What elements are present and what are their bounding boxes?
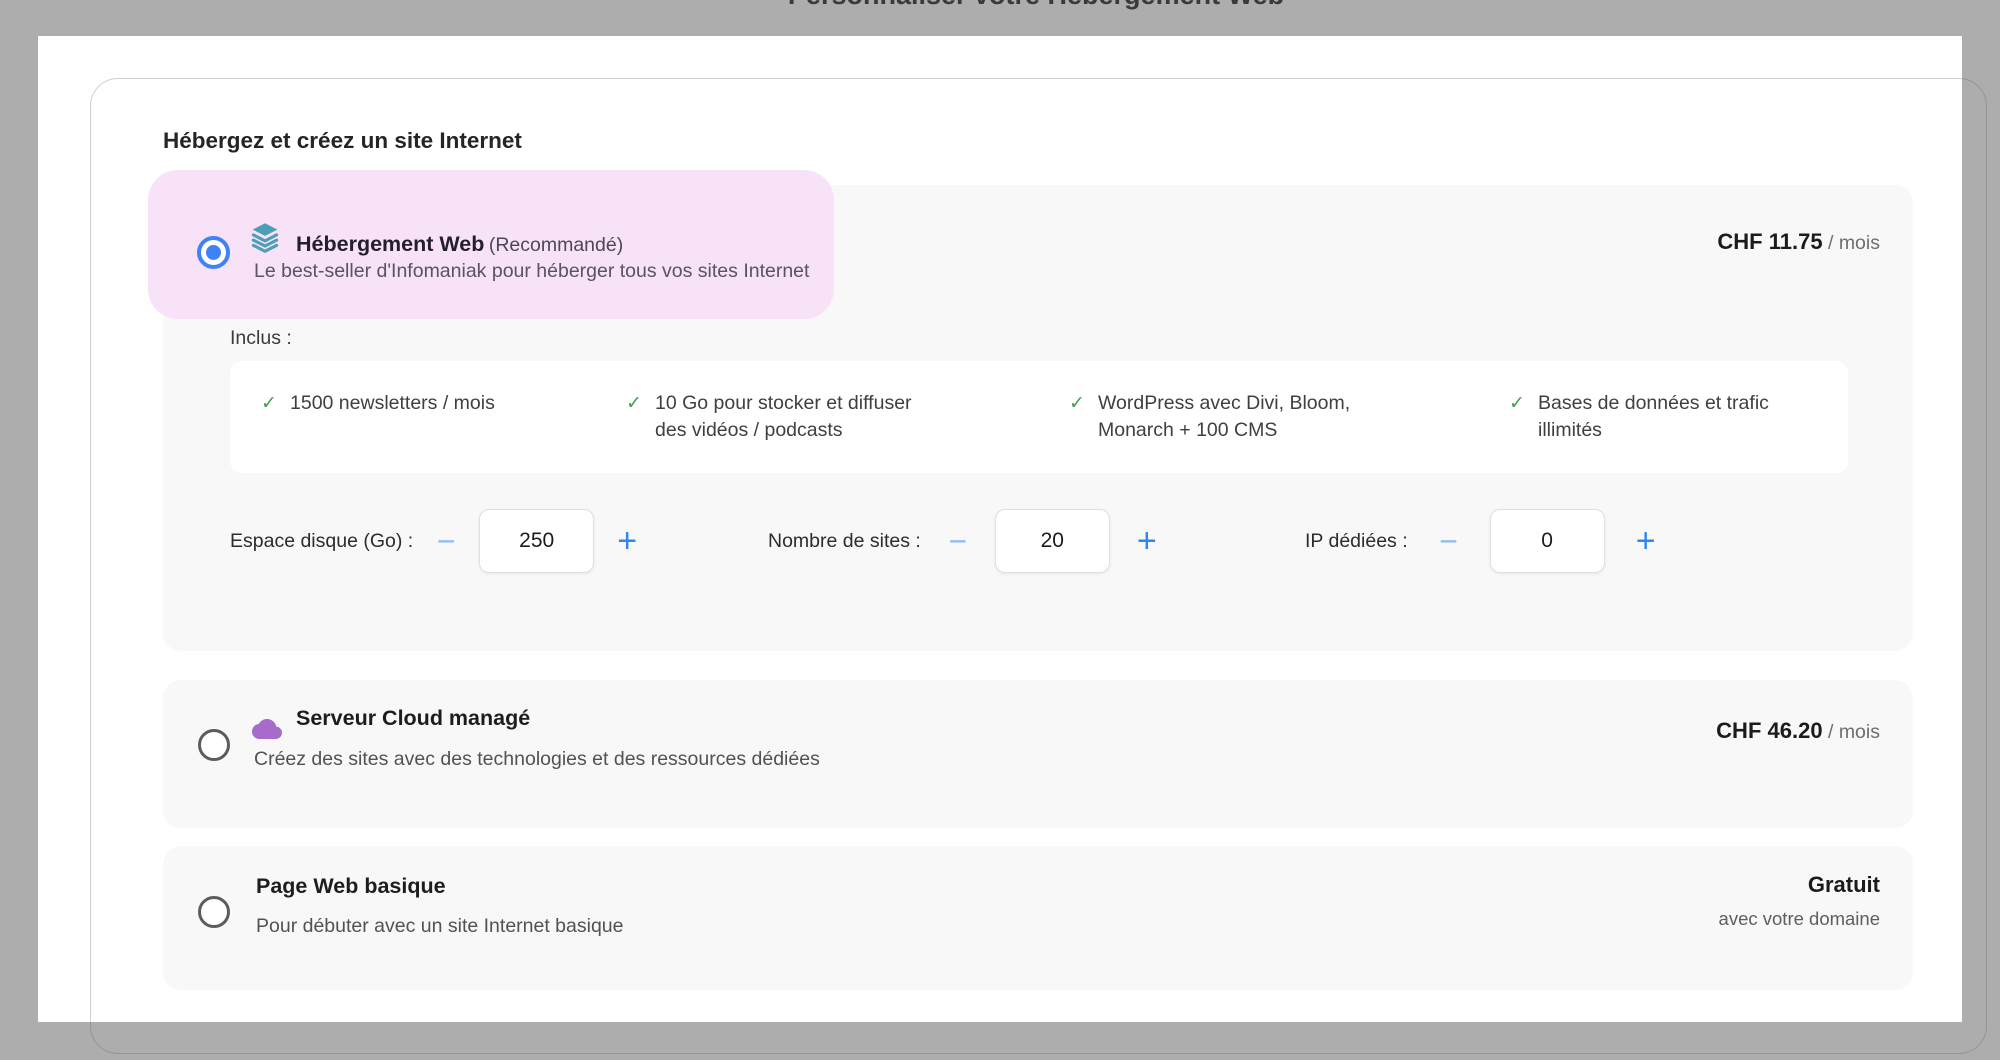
plan-recommended-badge: (Recommandé) (488, 234, 624, 256)
check-icon: ✓ (1509, 393, 1525, 414)
disk-space-input[interactable] (479, 509, 595, 573)
stepper-label: Nombre de sites : (768, 529, 921, 552)
feature-wordpress: ✓ WordPress avec Divi, Bloom, Monarch + … (1069, 390, 1351, 444)
check-icon: ✓ (1069, 393, 1085, 414)
radio-serveur-cloud[interactable] (198, 729, 230, 761)
feature-newsletters: ✓ 1500 newsletters / mois (261, 390, 495, 417)
stepper-label: Espace disque (Go) : (230, 529, 414, 552)
minus-button[interactable]: − (1434, 525, 1464, 557)
plan-subtitle: Créez des sites avec des technologies et… (254, 748, 820, 770)
plus-button[interactable]: + (1132, 524, 1162, 558)
minus-button[interactable]: − (943, 525, 973, 557)
stepper-dedicated-ips: IP dédiées : − + (1305, 509, 1661, 573)
layers-icon (250, 222, 280, 258)
plan-card-serveur-cloud[interactable] (163, 680, 1913, 828)
included-label: Inclus : (230, 327, 292, 349)
feature-text: illimités (1538, 419, 1602, 441)
check-icon: ✓ (626, 393, 642, 414)
radio-page-web-basique[interactable] (198, 896, 230, 928)
dedicated-ips-input[interactable] (1489, 509, 1605, 573)
feature-text: Monarch + 100 CMS (1098, 419, 1278, 441)
sites-count-input[interactable] (994, 509, 1110, 573)
plus-button[interactable]: + (1631, 524, 1661, 558)
feature-text: WordPress avec Divi, Bloom, (1098, 392, 1351, 414)
plan-subtitle: Pour débuter avec un site Internet basiq… (256, 915, 624, 937)
feature-text: 10 Go pour stocker et diffuser (655, 392, 912, 414)
plan-title: Page Web basique (256, 874, 446, 898)
plus-button[interactable]: + (612, 524, 642, 558)
page-title: Personnaliser votre Hébergement Web (788, 0, 1284, 11)
plan-title: Hébergement Web (296, 232, 485, 256)
plan-price: CHF 11.75 / mois (1717, 229, 1880, 255)
price-amount: CHF 11.75 (1717, 229, 1823, 254)
price-note: avec votre domaine (1718, 908, 1880, 929)
feature-text: Bases de données et trafic (1538, 392, 1769, 414)
feature-text: 1500 newsletters / mois (290, 392, 495, 414)
plan-card-page-web-basique[interactable] (163, 846, 1913, 990)
price-amount: Gratuit (1807, 872, 1880, 897)
section-heading: Hébergez et créez un site Internet (163, 128, 522, 153)
radio-hebergement-web[interactable] (197, 236, 230, 269)
price-suffix: / mois (1822, 232, 1880, 254)
stepper-label: IP dédiées : (1305, 529, 1408, 552)
cloud-icon (252, 716, 282, 747)
minus-button[interactable]: − (431, 525, 461, 557)
price-amount: CHF 46.20 (1716, 718, 1823, 743)
check-icon: ✓ (261, 393, 277, 414)
plan-subtitle: Le best-seller d'Infomaniak pour héberge… (254, 260, 810, 282)
feature-storage: ✓ 10 Go pour stocker et diffuser des vid… (626, 390, 912, 444)
plan-title: Serveur Cloud managé (296, 706, 531, 730)
stepper-disk-space: Espace disque (Go) : − + (230, 509, 642, 573)
plan-price: Gratuit (1808, 872, 1880, 898)
feature-databases: ✓ Bases de données et trafic illimités (1509, 390, 1769, 444)
plan-price: CHF 46.20 / mois (1716, 718, 1880, 744)
radio-dot (206, 245, 221, 260)
feature-text: des vidéos / podcasts (655, 419, 843, 441)
stepper-sites-count: Nombre de sites : − + (768, 509, 1162, 573)
features-box: ✓ 1500 newsletters / mois ✓ 10 Go pour s… (230, 361, 1848, 473)
price-suffix: / mois (1822, 721, 1880, 743)
